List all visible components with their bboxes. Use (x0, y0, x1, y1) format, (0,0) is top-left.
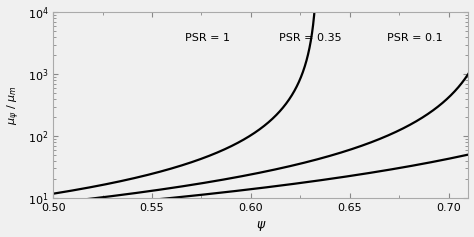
X-axis label: ψ: ψ (257, 219, 265, 232)
Y-axis label: $\mu_\psi$ / $\mu_m$: $\mu_\psi$ / $\mu_m$ (6, 85, 22, 125)
Text: PSR = 0.1: PSR = 0.1 (387, 33, 443, 43)
Text: PSR = 1: PSR = 1 (185, 33, 230, 43)
Text: PSR = 0.35: PSR = 0.35 (279, 33, 342, 43)
